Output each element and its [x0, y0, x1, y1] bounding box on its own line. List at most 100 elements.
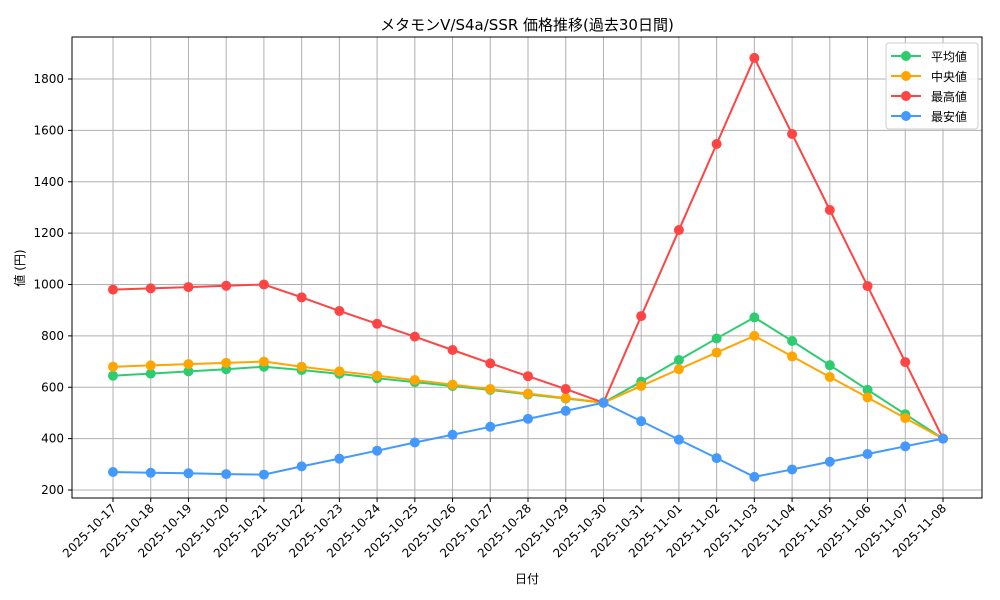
data-point [749, 52, 760, 63]
data-point [862, 392, 873, 403]
legend-label: 平均値 [931, 49, 967, 64]
data-point [900, 441, 911, 452]
data-point [296, 461, 307, 472]
legend-label: 中央値 [931, 69, 967, 84]
y-tick-label: 800 [41, 329, 64, 343]
data-point [485, 421, 496, 432]
data-point [749, 471, 760, 482]
data-point [560, 393, 571, 404]
data-point [636, 311, 647, 322]
data-point [787, 128, 798, 139]
data-point [787, 351, 798, 362]
series-group [108, 52, 948, 482]
legend-label: 最高値 [931, 89, 967, 104]
y-tick-label: 1200 [33, 226, 64, 240]
data-point [447, 345, 458, 356]
data-point [523, 388, 533, 399]
legend-marker [901, 71, 911, 81]
y-tick-label: 1000 [33, 278, 64, 292]
data-point [183, 468, 194, 479]
data-point [447, 379, 458, 390]
data-point [221, 357, 232, 368]
data-point [523, 371, 533, 382]
data-point [108, 467, 118, 478]
data-point [938, 433, 948, 444]
data-point [334, 453, 345, 464]
legend-marker [901, 111, 911, 121]
y-tick-label: 600 [41, 380, 64, 394]
legend-marker [901, 51, 911, 61]
data-point [372, 370, 383, 381]
data-point [711, 453, 722, 464]
data-point [485, 358, 496, 369]
data-point [598, 397, 609, 408]
data-point [824, 360, 835, 371]
data-point [862, 281, 873, 292]
data-point [183, 366, 194, 377]
legend-box [885, 42, 979, 130]
data-point [183, 359, 194, 370]
data-point [409, 437, 420, 448]
data-point [258, 356, 269, 367]
data-point [900, 357, 911, 368]
data-point [749, 330, 760, 341]
y-tick-label: 1400 [33, 175, 64, 189]
data-point [560, 405, 571, 416]
data-point [145, 467, 156, 478]
data-point [145, 360, 156, 371]
data-point [258, 279, 269, 290]
data-point [787, 464, 798, 475]
data-point [749, 312, 760, 323]
data-point [183, 282, 194, 293]
x-axis: 2025-10-172025-10-182025-10-192025-10-20… [60, 498, 949, 560]
chart-title: メタモンV/S4a/SSR 価格推移(過去30日間) [380, 16, 674, 34]
data-point [636, 416, 647, 427]
plot-frame [71, 36, 983, 499]
series-3 [108, 397, 948, 482]
data-point [447, 429, 458, 440]
data-point [862, 384, 873, 395]
data-point [673, 434, 684, 445]
data-point [673, 364, 684, 375]
y-tick-label: 400 [41, 432, 64, 446]
data-point [409, 375, 420, 386]
y-axis-label: 値 (円) [12, 249, 27, 286]
data-point [334, 305, 345, 316]
data-point [296, 292, 307, 303]
data-point [824, 205, 835, 216]
data-point [108, 284, 118, 295]
data-point [334, 366, 345, 377]
y-tick-label: 1600 [33, 123, 64, 137]
y-tick-label: 200 [41, 483, 64, 497]
data-point [296, 361, 307, 372]
data-point [711, 138, 722, 149]
data-point [787, 336, 798, 347]
data-point [145, 368, 156, 379]
data-point [673, 355, 684, 366]
y-axis: 200 400 600 800 1000 1200 1400 1600 1800 [33, 72, 72, 497]
data-point [221, 280, 232, 291]
data-point [711, 333, 722, 344]
data-point [108, 361, 118, 372]
data-point [824, 456, 835, 467]
data-point [108, 370, 118, 381]
legend-marker [901, 91, 911, 101]
data-point [258, 469, 269, 480]
data-point [673, 225, 684, 236]
data-point [824, 371, 835, 382]
data-point [560, 384, 571, 395]
data-point [523, 413, 533, 424]
data-point [221, 469, 232, 480]
data-point [900, 413, 911, 424]
data-point [145, 283, 156, 294]
data-point [485, 384, 496, 395]
data-point [372, 318, 383, 329]
x-axis-label: 日付 [515, 572, 539, 586]
grid [72, 37, 982, 498]
data-point [862, 449, 873, 460]
data-point [372, 445, 383, 456]
data-point [711, 347, 722, 358]
legend-label: 最安値 [931, 109, 967, 124]
